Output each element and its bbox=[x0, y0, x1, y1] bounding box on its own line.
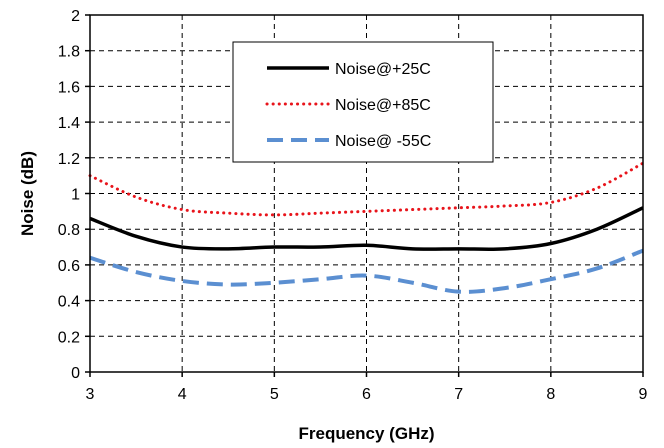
y-tick-label: 1.2 bbox=[58, 151, 80, 168]
y-tick-label: 2 bbox=[71, 8, 80, 25]
x-tick-label: 8 bbox=[546, 386, 555, 403]
y-axis-title: Noise (dB) bbox=[18, 151, 37, 236]
y-tick-label: 0.6 bbox=[58, 258, 80, 275]
legend-label-0: Noise@+25C bbox=[335, 61, 431, 78]
y-tick-label: 1.6 bbox=[58, 79, 80, 96]
x-tick-label: 7 bbox=[454, 386, 463, 403]
y-tick-label: 0.8 bbox=[58, 222, 80, 239]
grid bbox=[90, 15, 643, 372]
y-axis-ticks: 0 0.2 0.4 0.6 0.8 1 1.2 1.4 1.6 1.8 2 bbox=[58, 8, 90, 382]
y-tick-label: 0 bbox=[71, 365, 80, 382]
y-tick-label: 0.2 bbox=[58, 329, 80, 346]
y-tick-label: 0.4 bbox=[58, 294, 80, 311]
x-tick-label: 9 bbox=[639, 386, 648, 403]
x-axis-ticks: 3 4 5 6 7 8 9 bbox=[86, 372, 648, 403]
x-tick-label: 4 bbox=[178, 386, 187, 403]
y-tick-label: 1 bbox=[71, 187, 80, 204]
series-line-1 bbox=[88, 161, 645, 217]
x-axis-title: Frequency (GHz) bbox=[298, 424, 434, 443]
series-line-2 bbox=[89, 248, 644, 294]
series-layer bbox=[88, 161, 645, 294]
legend-label-1: Noise@+85C bbox=[335, 97, 431, 114]
legend-label-2: Noise@ -55C bbox=[335, 133, 431, 150]
x-tick-label: 6 bbox=[362, 386, 371, 403]
x-tick-label: 5 bbox=[270, 386, 279, 403]
y-tick-label: 1.8 bbox=[58, 44, 80, 61]
series-line-0 bbox=[89, 206, 644, 251]
legend: Noise@+25C Noise@+85C Noise@ -55C bbox=[232, 41, 494, 163]
x-tick-label: 3 bbox=[86, 386, 95, 403]
y-tick-label: 1.4 bbox=[58, 115, 80, 132]
